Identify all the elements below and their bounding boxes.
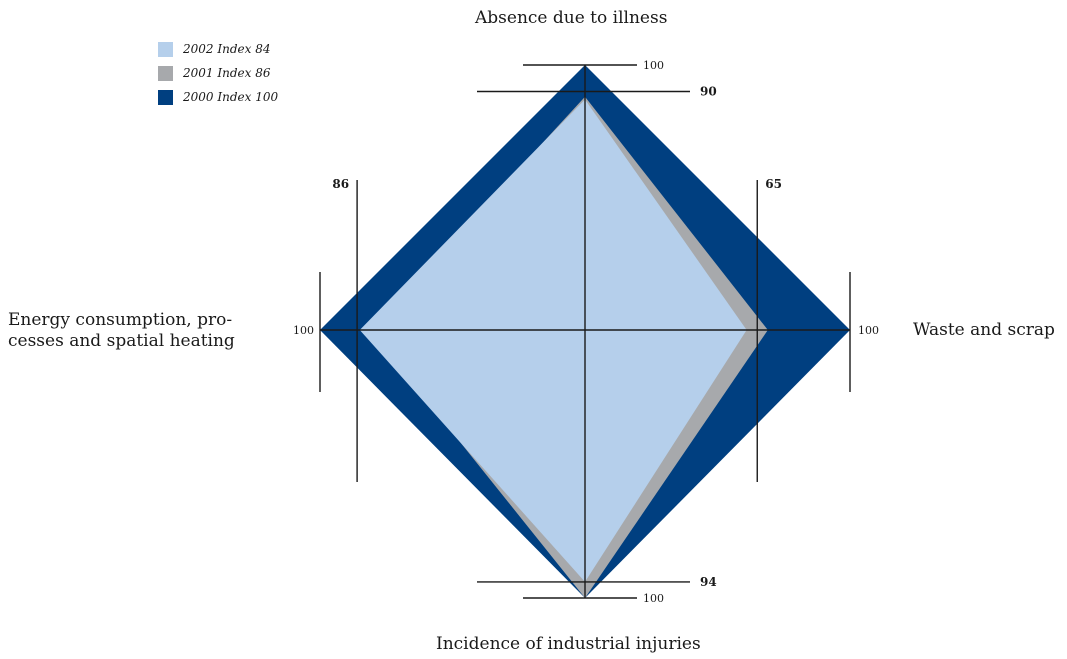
legend-label-2001: 2001 Index 86 [183,66,271,80]
tick-label-left-86: 86 [332,177,349,191]
legend-label-2002: 2002 Index 84 [183,42,271,56]
legend: 2002 Index 84 2001 Index 86 2000 Index 1… [158,37,278,109]
tick-label-top-100: 100 [643,59,664,72]
legend-label-2000: 2000 Index 100 [183,90,279,104]
axis-title-left: Energy consumption, pro- cesses and spat… [8,310,235,352]
legend-item-2002: 2002 Index 84 [158,37,278,61]
tick-label-bottom-100: 100 [643,592,664,605]
tick-label-top-90: 90 [700,85,717,99]
legend-item-2001: 2001 Index 86 [158,61,278,85]
axis-title-right: Waste and scrap [913,320,1055,340]
series-area-2002 [359,99,747,582]
legend-swatch-2001 [158,65,173,81]
axis-title-top: Absence due to illness [475,8,668,28]
axis-title-bottom: Incidence of industrial injuries [436,634,701,654]
tick-label-left-100: 100 [293,324,314,337]
legend-item-2000: 2000 Index 100 [158,85,278,109]
legend-swatch-2000 [158,89,173,105]
tick-label-right-65: 65 [765,177,782,191]
legend-swatch-2002 [158,41,173,57]
tick-label-bottom-94: 94 [700,575,717,589]
tick-label-right-100: 100 [858,324,879,337]
